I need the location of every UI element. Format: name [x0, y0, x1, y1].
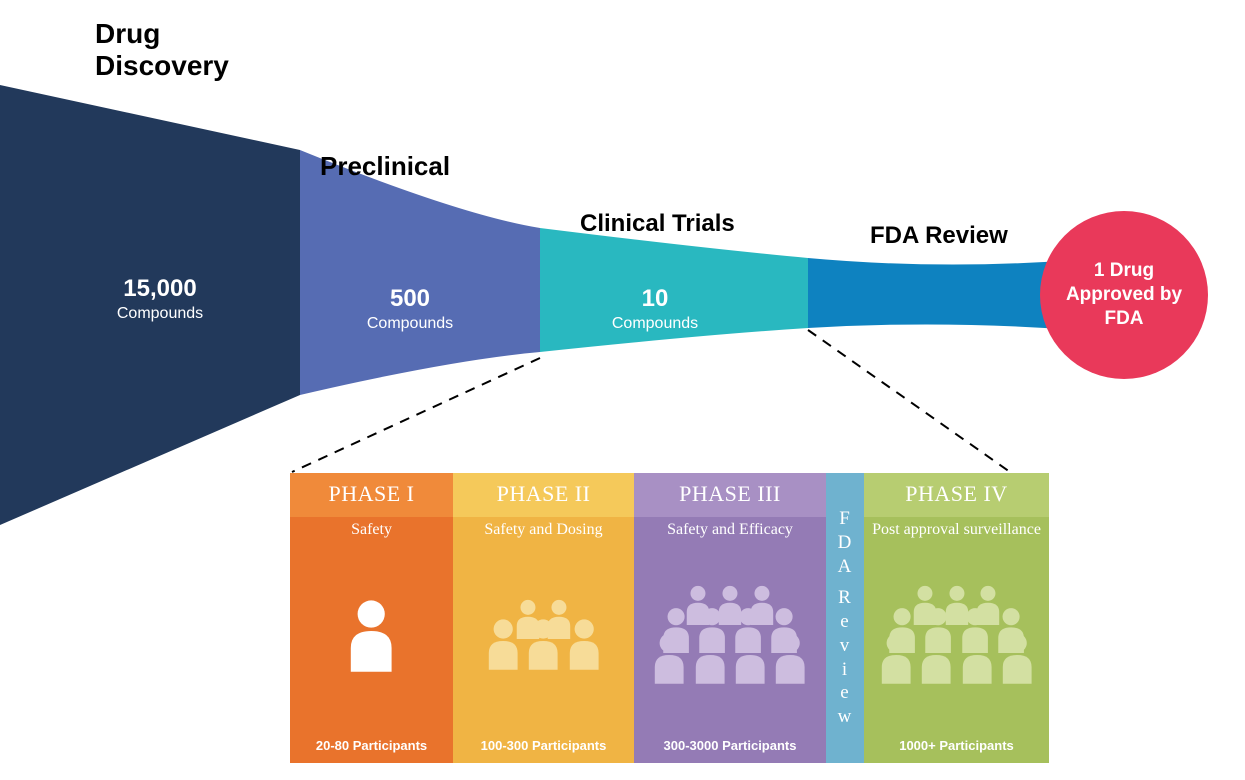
- phase-title: PHASE I: [290, 473, 453, 517]
- fda-strip-char: A: [838, 555, 853, 579]
- stage-value-block-0: 15,000 Compounds: [60, 275, 260, 323]
- phase-card-phase3: PHASE III Safety and Efficacy 300-3000 Pa…: [634, 473, 826, 763]
- stage-label-0: Drug Discovery: [95, 18, 229, 82]
- phase-subtitle: Safety and Dosing: [478, 521, 608, 539]
- phase-footer: 20-80 Participants: [290, 730, 453, 763]
- clinical-phases-panel: PHASE ISafety 20-80 ParticipantsPHASE II…: [290, 473, 1049, 763]
- phase-footer: 100-300 Participants: [453, 730, 634, 763]
- fda-strip-char: w: [838, 705, 853, 729]
- person-icon: [731, 631, 769, 684]
- person-icon: [565, 617, 603, 670]
- fda-strip-char: e: [840, 610, 849, 634]
- stage-label-3: FDA Review: [870, 222, 1008, 250]
- phase-card-phase4: PHASE IV Post approval surveillance 1000+…: [864, 473, 1049, 763]
- person-icon: [344, 597, 398, 672]
- phase-subtitle: Post approval surveillance: [866, 521, 1047, 539]
- stage-unit-1: Compounds: [310, 315, 510, 333]
- phase-people-icons: [453, 539, 634, 730]
- phase-card-phase1: PHASE I Safety 20-80 Participants: [290, 473, 453, 763]
- fda-strip-char: e: [840, 681, 849, 705]
- fda-strip-char: F: [839, 507, 851, 531]
- fda-strip-char: i: [842, 658, 848, 682]
- phase-title: PHASE II: [453, 473, 634, 517]
- stage-value-1: 500: [310, 285, 510, 313]
- person-icon: [484, 617, 522, 670]
- approval-circle: 1 Drug Approved by FDA: [1040, 211, 1208, 379]
- stage-label-2: Clinical Trials: [580, 210, 735, 238]
- person-icon: [650, 631, 688, 684]
- stage-unit-0: Compounds: [60, 305, 260, 323]
- stage-value-2: 10: [555, 285, 755, 313]
- phase-title: PHASE III: [634, 473, 826, 517]
- phase-card-phase2: PHASE II Safety and Dosing 100-300 Partic…: [453, 473, 634, 763]
- stage-label-1: Preclinical: [320, 152, 450, 182]
- person-icon: [998, 631, 1036, 684]
- phase-subtitle: Safety: [345, 521, 398, 539]
- fda-strip-char: R: [838, 586, 852, 610]
- person-icon: [691, 631, 729, 684]
- person-icon: [524, 617, 562, 670]
- stage-value-block-1: 500 Compounds: [310, 285, 510, 333]
- person-icon: [877, 631, 915, 684]
- phase-footer: 1000+ Participants: [864, 730, 1049, 763]
- phase-people-icons: [290, 539, 453, 730]
- fda-review-strip: FDAReview: [826, 473, 864, 763]
- phase-people-icons: [634, 539, 826, 730]
- phase-subtitle: Safety and Efficacy: [661, 521, 799, 539]
- phase-people-icons: [864, 539, 1049, 730]
- funnel-stage-1: [300, 150, 540, 395]
- stage-value-block-2: 10 Compounds: [555, 285, 755, 333]
- stage-unit-2: Compounds: [555, 315, 755, 333]
- stage-value-0: 15,000: [60, 275, 260, 303]
- person-icon: [917, 631, 955, 684]
- fda-strip-char: D: [838, 531, 853, 555]
- phase-title: PHASE IV: [864, 473, 1049, 517]
- person-icon: [958, 631, 996, 684]
- fda-strip-char: v: [840, 634, 851, 658]
- funnel-stage-3: [808, 258, 1075, 330]
- phase-footer: 300-3000 Participants: [634, 730, 826, 763]
- person-icon: [771, 631, 809, 684]
